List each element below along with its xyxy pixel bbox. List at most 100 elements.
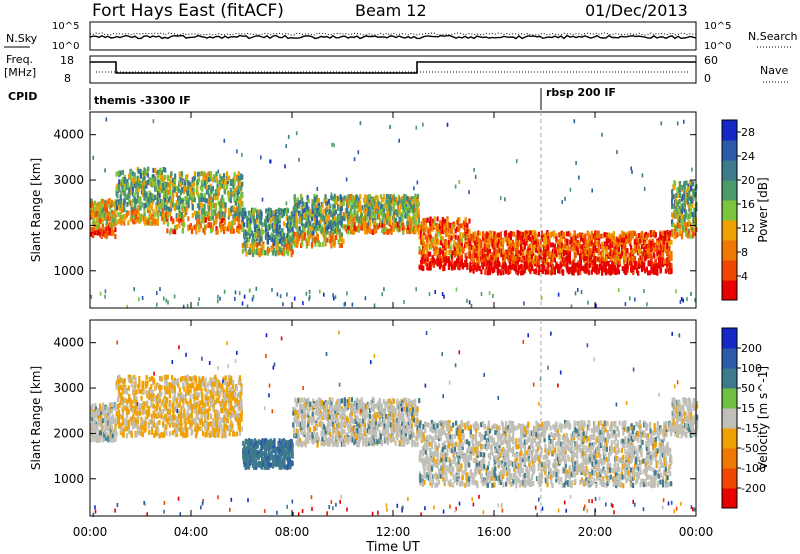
scatter-cell xyxy=(484,244,487,249)
scatter-cell xyxy=(376,195,379,201)
scatter-cell xyxy=(379,218,382,223)
scatter-cell xyxy=(179,217,182,223)
scatter-cell xyxy=(374,224,377,230)
scatter-cell xyxy=(379,221,383,227)
scatter-cell xyxy=(103,212,106,217)
scatter-cell xyxy=(414,213,417,219)
scatter-cell xyxy=(611,249,614,255)
scatter-cell xyxy=(313,216,316,222)
scatter-cell xyxy=(149,220,152,226)
scatter-cell xyxy=(381,218,384,224)
scatter-cell xyxy=(685,193,688,199)
scatter-cell xyxy=(491,257,494,263)
scatter-cell xyxy=(484,268,487,274)
scatter-cell xyxy=(143,177,146,182)
scatter-cell xyxy=(143,194,146,200)
scatter-cell xyxy=(258,252,261,258)
scatter-cell xyxy=(298,226,301,232)
scatter-cell xyxy=(540,263,543,269)
scatter-cell xyxy=(307,198,310,204)
scatter-cell xyxy=(337,205,340,211)
scatter-cell xyxy=(485,238,488,243)
scatter-cell xyxy=(398,226,401,232)
scatter-cell xyxy=(101,212,104,218)
scatter-cell xyxy=(566,259,569,265)
scatter-cell xyxy=(265,208,268,214)
scatter-cell xyxy=(392,214,395,220)
scatter-cell xyxy=(119,206,122,212)
power-scatter-group xyxy=(90,117,698,309)
scatter-cell xyxy=(144,216,147,221)
scatter-cell xyxy=(491,252,494,258)
scatter-cell xyxy=(154,176,157,182)
scatter-cell xyxy=(148,218,151,224)
scatter-cell xyxy=(221,213,224,219)
scatter-cell xyxy=(647,249,650,255)
scatter-cell xyxy=(477,263,480,269)
scatter-cell xyxy=(495,242,498,248)
scatter-cell xyxy=(475,252,478,258)
scatter-cell xyxy=(633,231,636,236)
scatter-cell xyxy=(275,239,278,245)
scatter-cell xyxy=(465,243,468,249)
scatter-cell xyxy=(688,230,691,236)
scatter-cell xyxy=(198,217,201,222)
scatter-cell xyxy=(130,181,133,187)
scatter-cell xyxy=(255,218,259,224)
scatter-cell xyxy=(110,230,114,236)
scatter-cell xyxy=(666,238,669,243)
scatter-cell xyxy=(123,214,126,219)
scatter-cell xyxy=(148,213,151,219)
scatter-cell xyxy=(389,210,392,216)
scatter-cell xyxy=(330,225,333,230)
scatter-cell xyxy=(666,250,669,256)
scatter-cell xyxy=(411,208,414,214)
scatter-cell xyxy=(544,240,547,246)
scatter-cell xyxy=(302,230,305,236)
scatter-cell xyxy=(216,213,219,219)
scatter-cell xyxy=(640,244,644,249)
scatter-cell xyxy=(165,183,168,189)
scatter-cell xyxy=(560,235,563,241)
scatter-cell xyxy=(576,239,579,245)
scatter-cell xyxy=(273,247,276,253)
scatter-cell xyxy=(222,225,225,231)
scatter-cell xyxy=(649,240,652,246)
scatter-cell xyxy=(687,183,690,189)
scatter-cell xyxy=(678,184,681,190)
scatter-cell xyxy=(317,198,320,203)
scatter-cell xyxy=(376,204,379,210)
scatter-cell xyxy=(139,201,142,207)
scatter-cell xyxy=(162,177,165,183)
scatter-cell xyxy=(333,203,336,209)
scatter-cell xyxy=(386,199,389,205)
scatter-cell xyxy=(483,257,486,262)
scatter-cell xyxy=(268,215,271,221)
scatter-cell xyxy=(135,199,138,204)
scatter-cell xyxy=(386,202,389,208)
scatter-cell xyxy=(278,246,281,252)
scatter-cell xyxy=(260,232,263,238)
scatter-cell xyxy=(446,222,449,228)
scatter-cell xyxy=(93,225,96,231)
scatter-cell xyxy=(446,230,449,236)
scatter-cell xyxy=(680,234,684,240)
scatter-cell xyxy=(279,208,283,214)
scatter-cell xyxy=(436,249,439,255)
scatter-cell xyxy=(559,233,562,239)
scatter-cell xyxy=(429,258,432,264)
scatter-cell xyxy=(159,198,162,204)
scatter-cell xyxy=(105,233,108,239)
scatter-cell xyxy=(373,198,376,204)
scatter-cell xyxy=(474,262,477,268)
scatter-cell xyxy=(90,214,93,220)
scatter-cell xyxy=(493,250,496,256)
scatter-cell xyxy=(394,210,398,216)
scatter-cell xyxy=(293,231,296,237)
scatter-cell xyxy=(149,203,152,209)
scatter-cell xyxy=(602,245,605,251)
scatter-cell xyxy=(256,233,259,239)
scatter-cell xyxy=(454,261,457,267)
scatter-cell xyxy=(140,181,143,186)
scatter-cell xyxy=(566,238,569,244)
